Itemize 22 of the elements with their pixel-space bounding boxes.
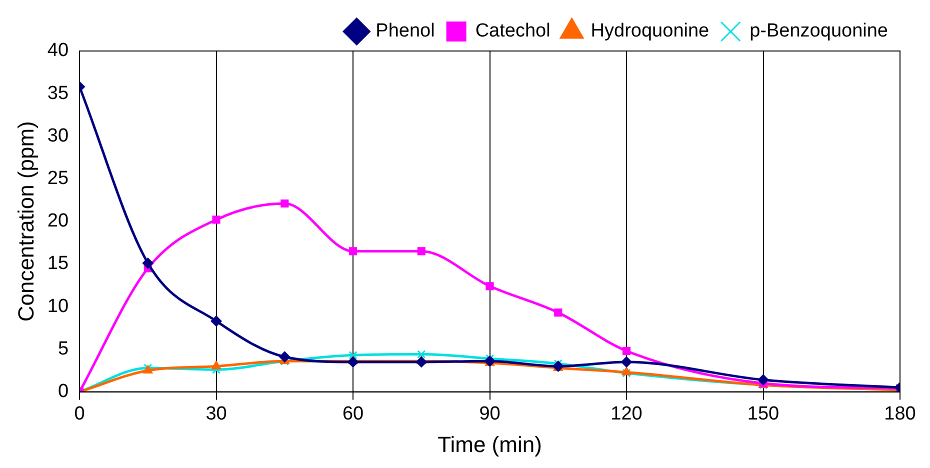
y-tick-label: 20 — [47, 210, 69, 232]
y-tick-label: 10 — [47, 296, 69, 317]
y-tick-label: 35 — [47, 82, 69, 104]
y-tick-label: 0 — [58, 381, 69, 402]
y-tick-label: 5 — [58, 338, 69, 360]
x-tick-label: 0 — [74, 403, 85, 424]
y-tick-label: 30 — [47, 125, 69, 146]
x-tick-label: 60 — [342, 403, 364, 424]
x-tick-label: 30 — [206, 403, 227, 424]
y-tick-label: 40 — [47, 40, 69, 62]
legend-label: Catechol — [475, 20, 550, 42]
legend-label: p-Benzoquonine — [750, 20, 888, 42]
y-tick-label: 25 — [47, 168, 69, 190]
x-tick-label: 90 — [479, 403, 500, 424]
x-axis-title: Time (min) — [438, 432, 542, 457]
x-tick-label: 150 — [747, 403, 780, 424]
x-tick-label: 180 — [884, 403, 916, 424]
legend-label: Phenol — [376, 20, 435, 42]
y-axis-title: Concentration (ppm) — [13, 121, 38, 322]
y-tick-label: 15 — [47, 253, 69, 274]
x-tick-label: 120 — [610, 403, 642, 424]
legend-label: Hydroquonine — [590, 20, 710, 42]
